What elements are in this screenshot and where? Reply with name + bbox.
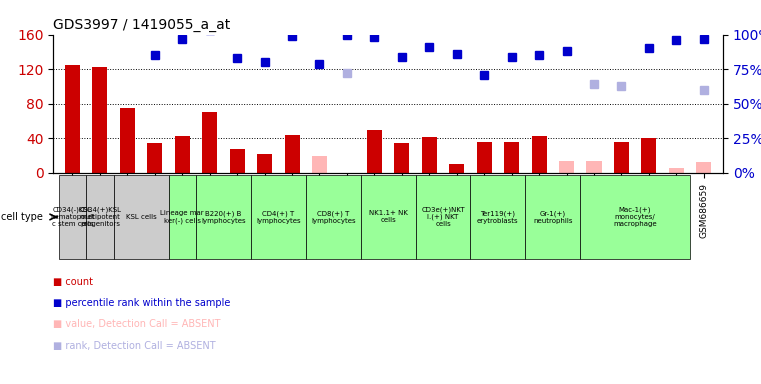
Text: cell type: cell type: [1, 212, 43, 222]
Text: CD8(+) T
lymphocytes: CD8(+) T lymphocytes: [311, 210, 355, 224]
Bar: [504, 142, 519, 173]
Text: Mac-1(+)
monocytes/
macrophage: Mac-1(+) monocytes/ macrophage: [613, 207, 657, 227]
Text: Gr-1(+)
neutrophils: Gr-1(+) neutrophils: [533, 210, 572, 224]
Bar: [367, 130, 382, 173]
Bar: [175, 136, 189, 173]
Bar: [230, 149, 245, 173]
Bar: [394, 142, 409, 173]
Text: CD4(+) T
lymphocytes: CD4(+) T lymphocytes: [256, 210, 301, 224]
Bar: [148, 142, 162, 173]
Bar: [642, 138, 657, 173]
Bar: [312, 156, 327, 173]
Text: CD3e(+)NKT
l.(+) NKT
cells: CD3e(+)NKT l.(+) NKT cells: [421, 207, 465, 227]
Text: CD34(-)KSL
hematopoiet
c stem cells: CD34(-)KSL hematopoiet c stem cells: [50, 207, 94, 227]
Bar: [449, 164, 464, 173]
Text: Ter119(+)
erytroblasts: Ter119(+) erytroblasts: [477, 210, 519, 224]
Bar: [92, 68, 107, 173]
Bar: [696, 162, 712, 173]
Bar: [614, 142, 629, 173]
Text: GDS3997 / 1419055_a_at: GDS3997 / 1419055_a_at: [53, 18, 231, 32]
Text: ■ value, Detection Call = ABSENT: ■ value, Detection Call = ABSENT: [53, 319, 221, 329]
Bar: [669, 169, 684, 173]
Bar: [422, 137, 437, 173]
Bar: [285, 135, 300, 173]
Bar: [119, 108, 135, 173]
Bar: [559, 161, 574, 173]
Bar: [587, 161, 601, 173]
Text: ■ percentile rank within the sample: ■ percentile rank within the sample: [53, 298, 231, 308]
Text: ■ rank, Detection Call = ABSENT: ■ rank, Detection Call = ABSENT: [53, 341, 216, 351]
Bar: [476, 142, 492, 173]
Bar: [531, 136, 546, 173]
Bar: [65, 65, 80, 173]
Text: ■ count: ■ count: [53, 277, 94, 287]
Text: NK1.1+ NK
cells: NK1.1+ NK cells: [368, 210, 408, 223]
Bar: [202, 112, 217, 173]
Text: Lineage mar
ker(-) cells: Lineage mar ker(-) cells: [161, 210, 204, 224]
Bar: [257, 154, 272, 173]
Text: CD34(+)KSL
multipotent
progenitors: CD34(+)KSL multipotent progenitors: [78, 207, 122, 227]
Text: B220(+) B
lymphocytes: B220(+) B lymphocytes: [201, 210, 246, 224]
Text: KSL cells: KSL cells: [126, 214, 157, 220]
